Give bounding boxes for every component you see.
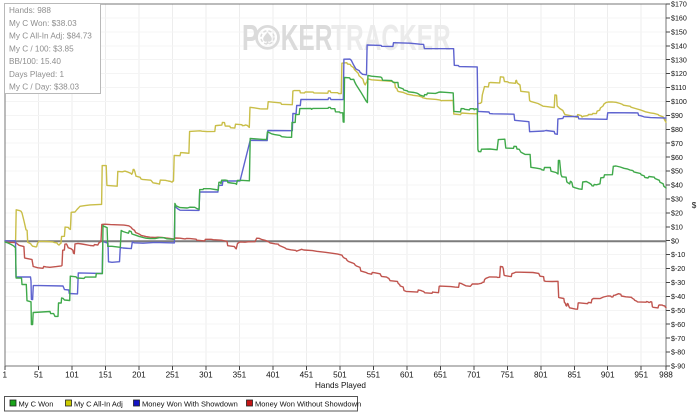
svg-text:$170: $170: [671, 1, 687, 9]
svg-text:$-90: $-90: [671, 363, 685, 371]
svg-text:KER: KER: [281, 17, 333, 58]
svg-text:My C All-In Adj: $84.73: My C All-In Adj: $84.73: [9, 32, 92, 41]
svg-text:$150: $150: [671, 28, 687, 36]
svg-text:$20: $20: [671, 209, 683, 217]
svg-text:$60: $60: [671, 154, 683, 162]
svg-text:$30: $30: [671, 196, 683, 204]
svg-text:My C / 100: $3.85: My C / 100: $3.85: [9, 45, 74, 54]
svg-text:651: 651: [433, 370, 447, 379]
svg-text:Hands: 988: Hands: 988: [9, 6, 51, 15]
svg-text:451: 451: [300, 370, 314, 379]
svg-text:$80: $80: [671, 126, 683, 134]
svg-text:201: 201: [132, 370, 146, 379]
svg-text:$-20: $-20: [671, 265, 685, 273]
svg-text:$-10: $-10: [671, 251, 685, 259]
svg-text:TRACKER: TRACKER: [331, 17, 451, 58]
svg-text:501: 501: [333, 370, 347, 379]
svg-text:401: 401: [266, 370, 280, 379]
svg-text:$0: $0: [671, 237, 679, 245]
svg-text:P: P: [242, 17, 258, 58]
svg-text:$-70: $-70: [671, 335, 685, 343]
svg-text:351: 351: [233, 370, 247, 379]
svg-text:$40: $40: [671, 182, 683, 190]
svg-text:My C All-In Adj: My C All-In Adj: [74, 399, 123, 408]
svg-text:$: $: [692, 201, 697, 210]
svg-text:$-50: $-50: [671, 307, 685, 315]
svg-text:Days Played: 1: Days Played: 1: [9, 70, 65, 79]
svg-text:1: 1: [3, 370, 8, 379]
svg-text:751: 751: [500, 370, 514, 379]
svg-text:$70: $70: [671, 140, 683, 148]
svg-text:$-80: $-80: [671, 349, 685, 357]
svg-text:$100: $100: [671, 98, 687, 106]
svg-text:988: 988: [659, 370, 673, 379]
svg-text:851: 851: [567, 370, 581, 379]
svg-text:151: 151: [99, 370, 113, 379]
svg-text:901: 901: [601, 370, 615, 379]
svg-text:BB/100: 15.40: BB/100: 15.40: [9, 57, 61, 66]
svg-text:Hands Played: Hands Played: [315, 381, 366, 390]
svg-text:$-40: $-40: [671, 293, 685, 301]
svg-text:51: 51: [34, 370, 44, 379]
svg-text:$-60: $-60: [671, 321, 685, 329]
svg-text:My C Won: $38.03: My C Won: $38.03: [9, 19, 77, 28]
svg-text:Money Won Without Showdown: Money Won Without Showdown: [255, 399, 361, 408]
svg-text:$50: $50: [671, 168, 683, 176]
svg-text:551: 551: [366, 370, 380, 379]
svg-text:Money Won With Showdown: Money Won With Showdown: [142, 399, 238, 408]
svg-text:$90: $90: [671, 112, 683, 120]
svg-text:$10: $10: [671, 223, 683, 231]
svg-text:701: 701: [467, 370, 481, 379]
svg-text:My C / Day: $38.03: My C / Day: $38.03: [9, 83, 80, 92]
svg-text:951: 951: [634, 370, 648, 379]
svg-text:251: 251: [166, 370, 180, 379]
svg-text:101: 101: [65, 370, 79, 379]
svg-text:801: 801: [534, 370, 548, 379]
svg-text:$-30: $-30: [671, 279, 685, 287]
svg-text:$110: $110: [671, 84, 686, 92]
svg-text:$130: $130: [671, 56, 687, 64]
svg-text:301: 301: [199, 370, 213, 379]
svg-text:$160: $160: [671, 15, 687, 23]
svg-text:$120: $120: [671, 70, 687, 78]
svg-text:My C Won: My C Won: [19, 399, 54, 408]
svg-text:601: 601: [400, 370, 414, 379]
svg-text:$140: $140: [671, 42, 687, 50]
